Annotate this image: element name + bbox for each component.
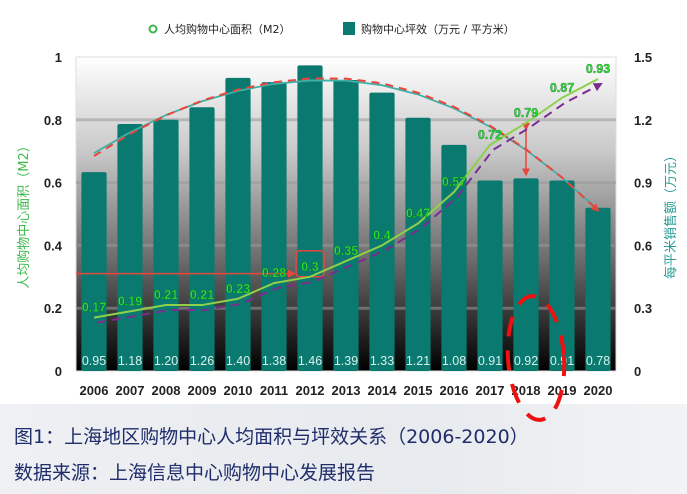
bar-value-label: 1.38: [262, 354, 286, 368]
line-value-label: 0.3: [301, 260, 318, 274]
legend-bar-swatch-icon: [343, 22, 355, 35]
bar-value-label: 1.33: [370, 354, 394, 368]
bar-value-label: 0.95: [82, 354, 106, 368]
area-trend-arrow: [96, 83, 603, 324]
bar-value-label: 1.40: [226, 354, 250, 368]
x-tick-label: 2017: [476, 383, 505, 398]
x-tick-label: 2014: [368, 383, 398, 398]
bar-series: 0.95 1.18 1.20 1.26 1.40 1.38 1.46 1.39 1.33 1.21…: [81, 65, 611, 372]
bar-value-label: 0.91: [478, 354, 502, 368]
bar: [405, 117, 431, 371]
axes: 0 0.2 0.4 0.6 0.8 1 0 0.3 0.6 0.9 1.2 1.5 2006 2007 20…: [44, 50, 652, 398]
x-tick-label: 2020: [584, 383, 613, 398]
bar-value-label: 1.08: [442, 354, 466, 368]
legend-label-efficiency: 购物中心坪效（万元 / 平方米）: [361, 22, 515, 36]
bar: [153, 119, 179, 371]
legend: 人均购物中心面积（M2） 购物中心坪效（万元 / 平方米）: [148, 22, 515, 36]
line-value-label: 0.21: [190, 288, 214, 302]
legend-label-area: 人均购物中心面积（M2）: [164, 22, 291, 36]
right-axis-title: 每平米销售额（万元）: [663, 149, 679, 279]
line-value-label: 0.35: [334, 244, 358, 258]
line-series: 0.17 0.19 0.21 0.21 0.23 0.28 0.3 0.35 0.4 0.47 0.…: [82, 62, 610, 324]
bar-value-label: 1.21: [406, 354, 430, 368]
caption-panel: [0, 404, 687, 494]
left-tick-label: 0.4: [44, 238, 63, 253]
x-tick-label: 2013: [332, 383, 361, 398]
bar: [117, 123, 143, 371]
bar: [297, 65, 323, 371]
x-tick-label: 2009: [188, 383, 217, 398]
x-tick-label: 2018: [512, 383, 541, 398]
line-value-label: 0.17: [82, 301, 106, 315]
right-tick-label: 1.2: [634, 113, 652, 128]
figure-caption: 图1：上海地区购物中心人均面积与坪效关系（2006-2020）: [14, 426, 529, 448]
bar-value-label: 0.78: [586, 354, 610, 368]
line-value-label: 0.23: [226, 282, 250, 296]
bar-value-label: 1.20: [154, 354, 178, 368]
legend-line-marker-icon: [148, 24, 158, 34]
right-tick-label: 0.3: [634, 301, 652, 316]
line-value-label: 0.72: [478, 128, 502, 142]
bar-value-label: 1.46: [298, 354, 322, 368]
data-source: 数据来源：上海信息中心购物中心发展报告: [14, 462, 376, 484]
line-value-label: 0.79: [514, 106, 538, 120]
bar-value-label: 0.92: [514, 354, 538, 368]
x-tick-label: 2012: [296, 383, 325, 398]
bar: [549, 180, 575, 371]
x-tick-label: 2010: [224, 383, 253, 398]
area-line: [93, 78, 599, 319]
line-value-label: 0.93: [586, 62, 610, 76]
bar: [477, 180, 503, 371]
line-value-label: 0.47: [406, 206, 430, 220]
bar-value-label: 1.26: [190, 354, 214, 368]
right-tick-label: 1.5: [634, 50, 652, 65]
line-value-label: 0.4: [373, 228, 390, 242]
right-tick-label: 0.6: [634, 238, 652, 253]
annotations: [76, 77, 600, 278]
bar: [81, 172, 107, 371]
chart-canvas: 人均购物中心面积（M2） 购物中心坪效（万元 / 平方米） 0.95 1.18 1.…: [16, 22, 679, 398]
bar: [369, 92, 395, 371]
left-tick-label: 1: [55, 50, 62, 65]
left-tick-label: 0.6: [44, 176, 62, 191]
line-value-label: 0.21: [154, 288, 178, 302]
x-tick-label: 2019: [548, 383, 577, 398]
left-axis-title: 人均购物中心面积（M2）: [16, 139, 32, 289]
bar-value-label: 1.39: [334, 354, 358, 368]
line-value-label: 0.57: [442, 175, 466, 189]
line-value-label: 0.87: [550, 81, 574, 95]
right-tick-label: 0.9: [634, 176, 652, 191]
right-tick-label: 0: [634, 364, 641, 379]
bar: [513, 178, 539, 371]
bar: [333, 80, 359, 371]
bar: [225, 77, 251, 371]
x-tick-label: 2015: [404, 383, 433, 398]
bar: [189, 107, 215, 372]
left-tick-label: 0.2: [44, 301, 62, 316]
x-tick-label: 2008: [152, 383, 181, 398]
bar: [261, 82, 287, 372]
x-tick-label: 2006: [80, 383, 109, 398]
line-value-label: 0.19: [118, 294, 142, 308]
bar: [585, 207, 611, 371]
left-tick-label: 0.8: [44, 113, 62, 128]
left-tick-label: 0: [55, 364, 62, 379]
bar: [441, 144, 467, 371]
bar-value-label: 1.18: [118, 354, 142, 368]
x-tick-label: 2011: [260, 383, 288, 398]
efficiency-trend-arrow: [93, 77, 600, 212]
line-value-label: 0.28: [262, 266, 286, 280]
x-tick-label: 2007: [116, 383, 145, 398]
x-tick-label: 2016: [440, 383, 469, 398]
bar-value-label: 0.91: [550, 354, 574, 368]
